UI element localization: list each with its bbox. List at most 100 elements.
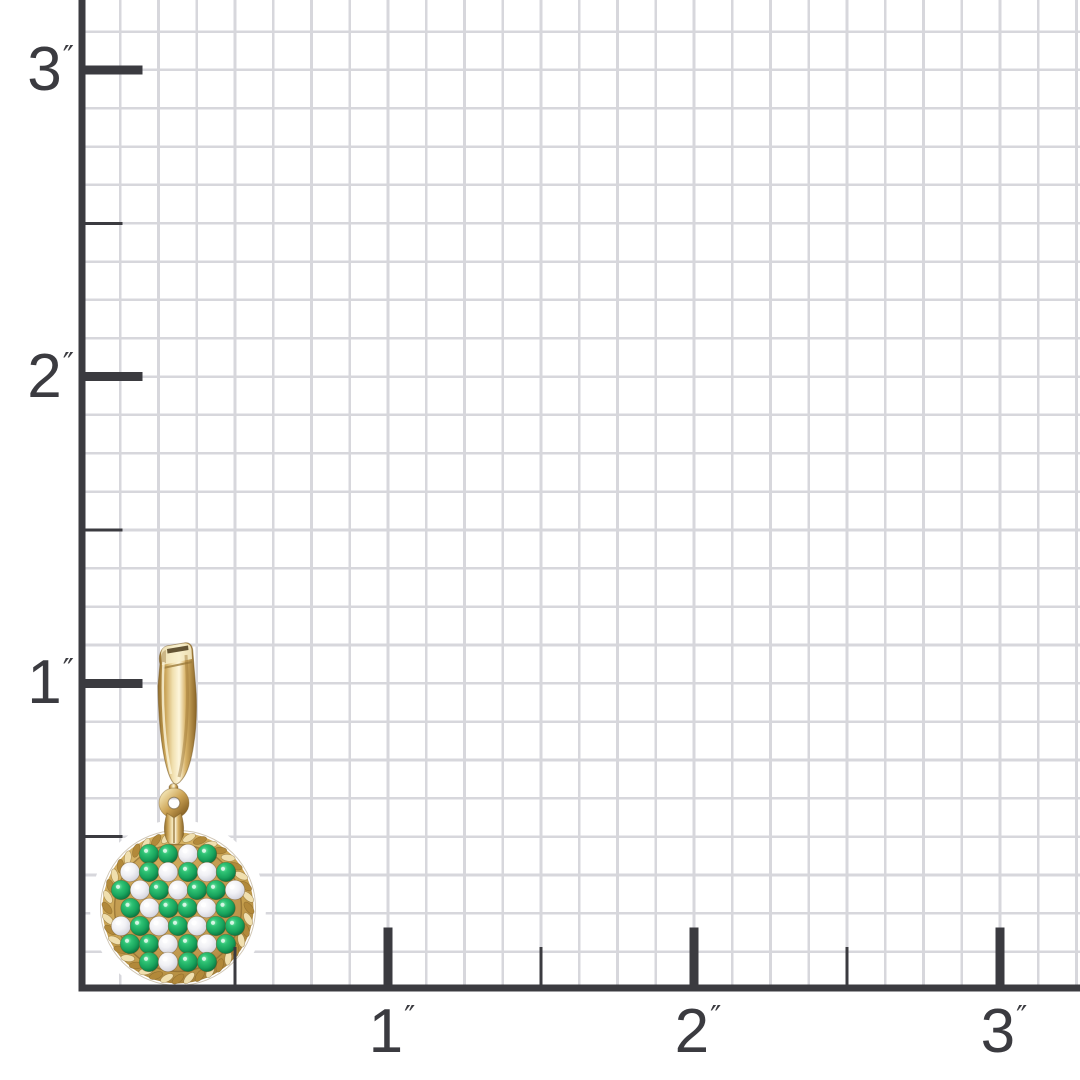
bottom-minor-tick bbox=[845, 947, 849, 985]
stone-sparkle bbox=[201, 866, 207, 872]
stone-sparkle bbox=[229, 920, 235, 925]
white-stone bbox=[177, 843, 199, 865]
emerald-stone bbox=[215, 933, 237, 955]
emerald-stone bbox=[177, 861, 199, 883]
emerald-stone bbox=[177, 897, 198, 919]
left-axis-line bbox=[78, 0, 86, 992]
left-axis-label: 3 ″ bbox=[0, 34, 74, 106]
white-stone bbox=[139, 897, 160, 919]
stone-sparkle bbox=[115, 884, 121, 889]
stone-sparkle bbox=[163, 902, 168, 907]
stone-sparkle bbox=[143, 848, 149, 853]
stone-sparkle bbox=[201, 956, 207, 961]
rope-bead bbox=[103, 890, 113, 904]
stone-sparkle bbox=[182, 902, 187, 907]
emerald-stone bbox=[138, 843, 160, 865]
earring-bail bbox=[163, 812, 185, 845]
left-minor-tick bbox=[85, 221, 123, 225]
emerald-stone bbox=[196, 951, 218, 973]
emerald-stone bbox=[205, 879, 227, 901]
bottom-axis-label: 1 ″ bbox=[322, 1001, 462, 1071]
earring-jump-ring bbox=[158, 787, 190, 819]
axis-label-inch-mark: ″ bbox=[62, 39, 74, 75]
emerald-stone bbox=[119, 933, 141, 955]
emerald-stone bbox=[120, 897, 141, 919]
white-stone bbox=[157, 861, 179, 883]
axis-label-digit: 1 bbox=[368, 997, 403, 1066]
rope-bead bbox=[192, 836, 207, 845]
left-minor-tick bbox=[85, 835, 123, 839]
white-stone bbox=[224, 879, 246, 901]
stone-sparkle bbox=[200, 902, 207, 908]
hoop-hinge-seam bbox=[162, 661, 193, 669]
axis-label-inch-mark: ″ bbox=[1016, 1000, 1028, 1035]
rope-bead bbox=[160, 973, 174, 983]
stone-sparkle bbox=[134, 920, 140, 925]
emerald-stone bbox=[177, 933, 199, 955]
left-major-tick bbox=[85, 678, 143, 688]
white-stone bbox=[196, 861, 218, 883]
hoop-left-highlight bbox=[161, 661, 173, 775]
earring-hoop bbox=[157, 642, 197, 792]
stone-sparkle bbox=[182, 848, 188, 854]
white-stone bbox=[119, 861, 141, 883]
stone-sparkle bbox=[172, 884, 178, 890]
white-stone bbox=[167, 879, 189, 901]
emerald-stone bbox=[215, 897, 236, 919]
stone-sparkle bbox=[143, 902, 150, 908]
white-stone bbox=[129, 879, 151, 901]
bottom-major-tick bbox=[995, 927, 1005, 985]
rope-bead bbox=[243, 912, 253, 926]
inch-grid bbox=[82, 0, 1080, 988]
rope-bead bbox=[149, 971, 164, 980]
stone-sparkle bbox=[220, 938, 226, 943]
stone-sparkle bbox=[201, 848, 207, 853]
stone-sparkle bbox=[210, 920, 216, 925]
axis-label-inch-mark: ″ bbox=[710, 1000, 722, 1035]
emerald-stone bbox=[138, 933, 160, 955]
ruler-ticks bbox=[85, 65, 1005, 985]
stone-sparkle bbox=[191, 884, 197, 889]
stone-sparkle bbox=[125, 902, 130, 907]
emerald-stone bbox=[110, 879, 132, 901]
rope-bead bbox=[182, 833, 196, 843]
pendant-stones bbox=[110, 843, 246, 973]
earring-pendant bbox=[100, 830, 256, 986]
axis-label-digit: 3 bbox=[27, 34, 61, 104]
stone-sparkle bbox=[143, 866, 149, 871]
emerald-stone bbox=[157, 843, 179, 865]
stone-sparkle bbox=[124, 938, 130, 943]
bottom-minor-tick bbox=[539, 947, 543, 985]
stone-sparkle bbox=[220, 902, 225, 907]
white-stone bbox=[148, 915, 170, 937]
emerald-stone bbox=[148, 879, 170, 901]
pendant-inner-rim bbox=[113, 843, 243, 973]
left-axis-label: 1 ″ bbox=[0, 647, 74, 719]
emerald-stone bbox=[138, 951, 160, 973]
bottom-major-tick bbox=[689, 927, 699, 985]
bottom-axis-line bbox=[78, 984, 1080, 992]
bottom-major-tick bbox=[383, 927, 393, 985]
white-stone bbox=[157, 933, 179, 955]
stone-sparkle bbox=[172, 920, 178, 925]
left-minor-tick bbox=[85, 528, 123, 532]
stone-sparkle bbox=[153, 920, 159, 926]
stone-sparkle bbox=[182, 938, 188, 943]
emerald-stone bbox=[205, 915, 227, 937]
white-stone bbox=[196, 897, 217, 919]
rope-bead bbox=[220, 854, 236, 862]
rope-bead bbox=[183, 972, 195, 985]
emerald-stone bbox=[224, 915, 246, 937]
stone-sparkle bbox=[143, 956, 149, 961]
emerald-stone bbox=[177, 951, 199, 973]
axis-label-inch-mark: ″ bbox=[62, 653, 74, 689]
bottom-axis-label: 2 ″ bbox=[628, 1001, 768, 1071]
stone-sparkle bbox=[162, 938, 168, 944]
axis-label-digit: 3 bbox=[980, 997, 1015, 1066]
earring-photo bbox=[90, 642, 266, 996]
rope-bead bbox=[101, 901, 113, 915]
white-stone bbox=[196, 933, 218, 955]
stone-sparkle bbox=[162, 956, 168, 962]
stone-sparkle bbox=[153, 884, 159, 889]
